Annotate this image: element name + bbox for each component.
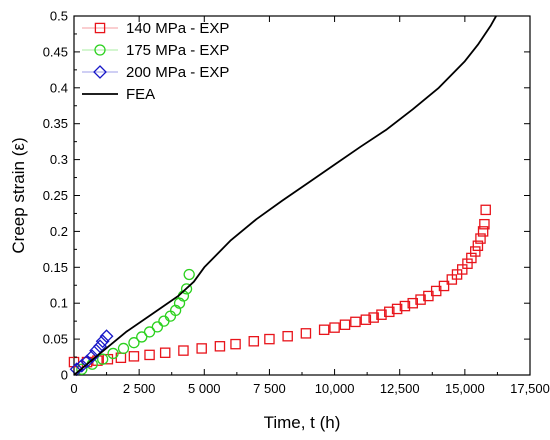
- x-tick-label: 10,000: [315, 381, 355, 396]
- data-point-square: [129, 352, 138, 361]
- x-tick-label: 17,500: [510, 381, 550, 396]
- data-point-square: [481, 205, 490, 214]
- legend-entry: 175 MPa - EXP: [82, 42, 229, 59]
- legend-label: 140 MPa - EXP: [126, 20, 229, 37]
- data-point-circle: [184, 269, 194, 279]
- legend-entry: 200 MPa - EXP: [82, 64, 229, 81]
- y-tick-label: 0.05: [43, 332, 68, 347]
- data-point-square: [283, 332, 292, 341]
- data-point-square: [161, 348, 170, 357]
- data-point-square: [467, 253, 476, 262]
- x-tick-label: 0: [70, 381, 77, 396]
- data-point-square: [351, 317, 360, 326]
- series-0: [69, 205, 490, 366]
- y-axis-title: Creep strain (ε): [9, 137, 28, 253]
- data-point-square: [197, 344, 206, 353]
- legend-label: 175 MPa - EXP: [126, 42, 229, 59]
- y-tick-label: 0: [61, 368, 68, 383]
- x-tick-label: 2 500: [123, 381, 156, 396]
- data-point-square: [471, 247, 480, 256]
- data-point-square: [340, 320, 349, 329]
- x-tick-label: 15,000: [445, 381, 485, 396]
- data-point-square: [265, 335, 274, 344]
- y-tick-label: 0.15: [43, 260, 68, 275]
- data-point-square: [179, 346, 188, 355]
- y-tick-label: 0.4: [50, 80, 68, 95]
- y-tick-label: 0.35: [43, 116, 68, 131]
- x-tick-label: 5 000: [188, 381, 221, 396]
- data-point-circle: [159, 316, 169, 326]
- data-point-square: [301, 329, 310, 338]
- data-point-square: [215, 342, 224, 351]
- legend-label: FEA: [126, 86, 155, 103]
- y-tick-label: 0.2: [50, 224, 68, 239]
- legend-label: 200 MPa - EXP: [126, 64, 229, 81]
- y-tick-label: 0.25: [43, 188, 68, 203]
- x-axis-title: Time, t (h): [264, 413, 341, 432]
- x-tick-label: 7 500: [253, 381, 286, 396]
- legend-entry: FEA: [82, 86, 155, 103]
- y-tick-label: 0.3: [50, 152, 68, 167]
- data-point-circle: [152, 322, 162, 332]
- y-tick-label: 0.5: [50, 9, 68, 24]
- data-point-square: [320, 325, 329, 334]
- y-tick-label: 0.45: [43, 44, 68, 59]
- data-point-square: [330, 323, 339, 332]
- data-point-circle: [119, 343, 129, 353]
- data-point-square: [249, 337, 258, 346]
- data-point-square: [145, 350, 154, 359]
- data-point-square: [231, 340, 240, 349]
- data-point-circle: [165, 311, 175, 321]
- y-tick-label: 0.1: [50, 296, 68, 311]
- x-tick-label: 12,500: [380, 381, 420, 396]
- legend-entry: 140 MPa - EXP: [82, 20, 229, 37]
